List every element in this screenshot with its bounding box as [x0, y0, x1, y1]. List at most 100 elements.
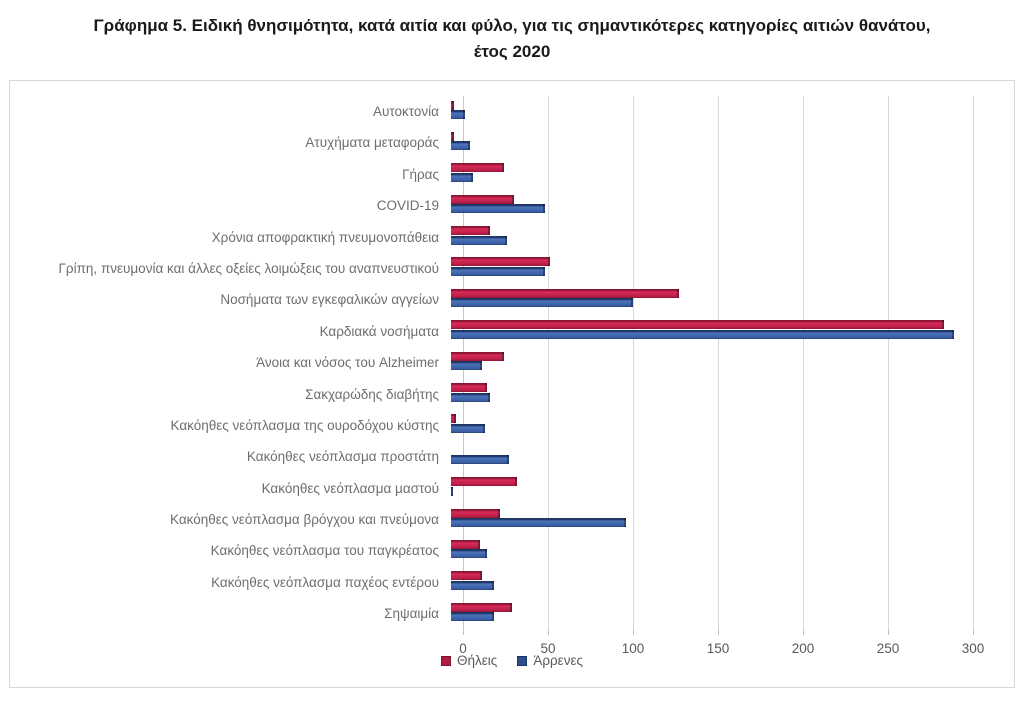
bar-males: [451, 172, 474, 182]
bar-females: [451, 414, 457, 424]
row-bars: [451, 127, 961, 158]
category-label: Σηψαιμία: [384, 606, 439, 622]
chart-row: Κακόηθες νεόπλασμα παχέος εντέρου: [16, 567, 973, 598]
bar-males: [451, 266, 545, 276]
bar-males: [451, 329, 955, 339]
gridline-50: [548, 96, 549, 630]
row-bars: [451, 410, 961, 441]
x-axis-tick: [633, 630, 634, 635]
category-label: Κακόηθες νεόπλασμα βρόγχου και πνεύμονα: [170, 512, 439, 528]
bar-males: [451, 298, 633, 308]
bar-females: [451, 131, 455, 141]
page-title-line-2: έτος 2020: [473, 42, 551, 62]
category-label: Ατυχήματα μεταφοράς: [305, 135, 439, 151]
page-title-line-1: Γράφημα 5. Ειδική θνησιμότητα, κατά αιτί…: [93, 16, 931, 35]
category-label: Αυτοκτονία: [373, 104, 439, 119]
bar-males: [451, 549, 487, 559]
x-axis-tick-label: 200: [791, 641, 815, 656]
row-bars: [451, 347, 961, 378]
gridline-300: [973, 96, 974, 630]
bar-females: [451, 602, 513, 612]
chart-row: Χρόνια αποφρακτική πνευμονοπάθεια: [16, 222, 973, 253]
chart-row: Γρίπη, πνευμονία και άλλες οξείες λοιμώξ…: [16, 253, 973, 284]
legend: Θήλεις Άρρενες: [10, 653, 1014, 668]
page-title: Γράφημα 5. Ειδική θνησιμότητα, κατά αιτί…: [0, 0, 1024, 66]
legend-label-males: Άρρενες: [533, 653, 583, 668]
bar-females: [451, 539, 480, 549]
gridline-200: [803, 96, 804, 630]
bar-females: [451, 383, 487, 393]
category-label: Καρδιακά νοσήματα: [319, 323, 439, 339]
row-bars: [451, 253, 961, 284]
bar-males: [451, 423, 485, 433]
bar-females: [451, 257, 550, 267]
chart-row: Σηψαιμία: [16, 598, 973, 629]
bar-males: [451, 141, 470, 151]
bar-females: [451, 288, 679, 298]
chart-row: Γήρας: [16, 159, 973, 190]
x-axis-tick: [548, 630, 549, 635]
category-label: Σακχαρώδης διαβήτης: [305, 386, 439, 402]
row-bars: [451, 190, 961, 221]
category-label: Κακόηθες νεόπλασμα της ουροδόχου κύστης: [170, 417, 439, 433]
row-bars: [451, 441, 961, 472]
bar-males: [451, 455, 509, 465]
category-label: Νοσήματα των εγκεφαλικών αγγείων: [220, 292, 439, 308]
category-label: Γήρας: [402, 166, 439, 182]
chart-container: Αυτοκτονία Ατυχήματα μεταφοράς Γήρας COVID-…: [9, 80, 1015, 688]
x-axis-tick-label: 0: [459, 641, 467, 656]
row-bars: [451, 598, 961, 629]
x-axis-tick-label: 250: [876, 641, 900, 656]
chart-row: Κακόηθες νεόπλασμα βρόγχου και πνεύμονα: [16, 504, 973, 535]
bar-males: [451, 110, 465, 119]
x-axis: 0 50 100 150 200 250 300: [459, 630, 984, 670]
chart-row: Αυτοκτονία: [16, 96, 973, 127]
bar-females: [451, 508, 501, 518]
row-bars: [451, 504, 961, 535]
x-axis-tick-label: 300: [961, 641, 985, 656]
gridline-100: [633, 96, 634, 630]
category-label: Κακόηθες νεόπλασμα παχέος εντέρου: [211, 574, 439, 590]
chart-row: Σακχαρώδης διαβήτης: [16, 379, 973, 410]
x-axis-tick: [888, 630, 889, 635]
bar-rows: Αυτοκτονία Ατυχήματα μεταφοράς Γήρας COVID-…: [16, 96, 973, 630]
x-axis-tick: [973, 630, 974, 635]
x-axis-tick: [803, 630, 804, 635]
x-axis-tick-label: 100: [621, 641, 645, 656]
category-label: Κακόηθες νεόπλασμα του παγκρέατος: [210, 543, 439, 559]
chart-row: Καρδιακά νοσήματα: [16, 316, 973, 347]
chart-plot-area: Αυτοκτονία Ατυχήματα μεταφοράς Γήρας COVID-…: [16, 96, 974, 630]
gridline-250: [888, 96, 889, 630]
x-axis-tick-label: 150: [706, 641, 730, 656]
row-bars: [451, 284, 961, 315]
legend-label-females: Θήλεις: [457, 653, 498, 668]
gridline-150: [718, 96, 719, 630]
chart-row: Άνοια και νόσος του Alzheimer: [16, 347, 973, 378]
bar-females: [451, 477, 518, 487]
row-bars: [451, 96, 961, 127]
row-bars: [451, 567, 961, 598]
bar-males: [451, 361, 482, 371]
bar-males: [451, 392, 491, 402]
chart-row: Κακόηθες νεόπλασμα της ουροδόχου κύστης: [16, 410, 973, 441]
legend-item-females: Θήλεις: [441, 653, 497, 668]
chart-row: Κακόηθες νεόπλασμα προστάτη: [16, 441, 973, 472]
x-axis-tick-label: 50: [540, 641, 556, 656]
bar-females: [451, 320, 944, 330]
legend-swatch-females: [441, 655, 452, 666]
chart-row: Κακόηθες νεόπλασμα του παγκρέατος: [16, 535, 973, 566]
category-label: Άνοια και νόσος του Alzheimer: [256, 355, 439, 371]
row-bars: [451, 379, 961, 410]
bar-females: [451, 194, 514, 204]
chart-row: Νοσήματα των εγκεφαλικών αγγείων: [16, 284, 973, 315]
row-bars: [451, 316, 961, 347]
chart-row: Κακόηθες νεόπλασμα μαστού: [16, 473, 973, 504]
bar-males: [451, 580, 494, 590]
bar-males: [451, 518, 627, 528]
row-bars: [451, 159, 961, 190]
chart-row: COVID-19: [16, 190, 973, 221]
bar-females: [451, 351, 504, 361]
row-bars: [450, 473, 961, 504]
bar-males: [451, 235, 508, 245]
bar-males: [451, 204, 545, 214]
